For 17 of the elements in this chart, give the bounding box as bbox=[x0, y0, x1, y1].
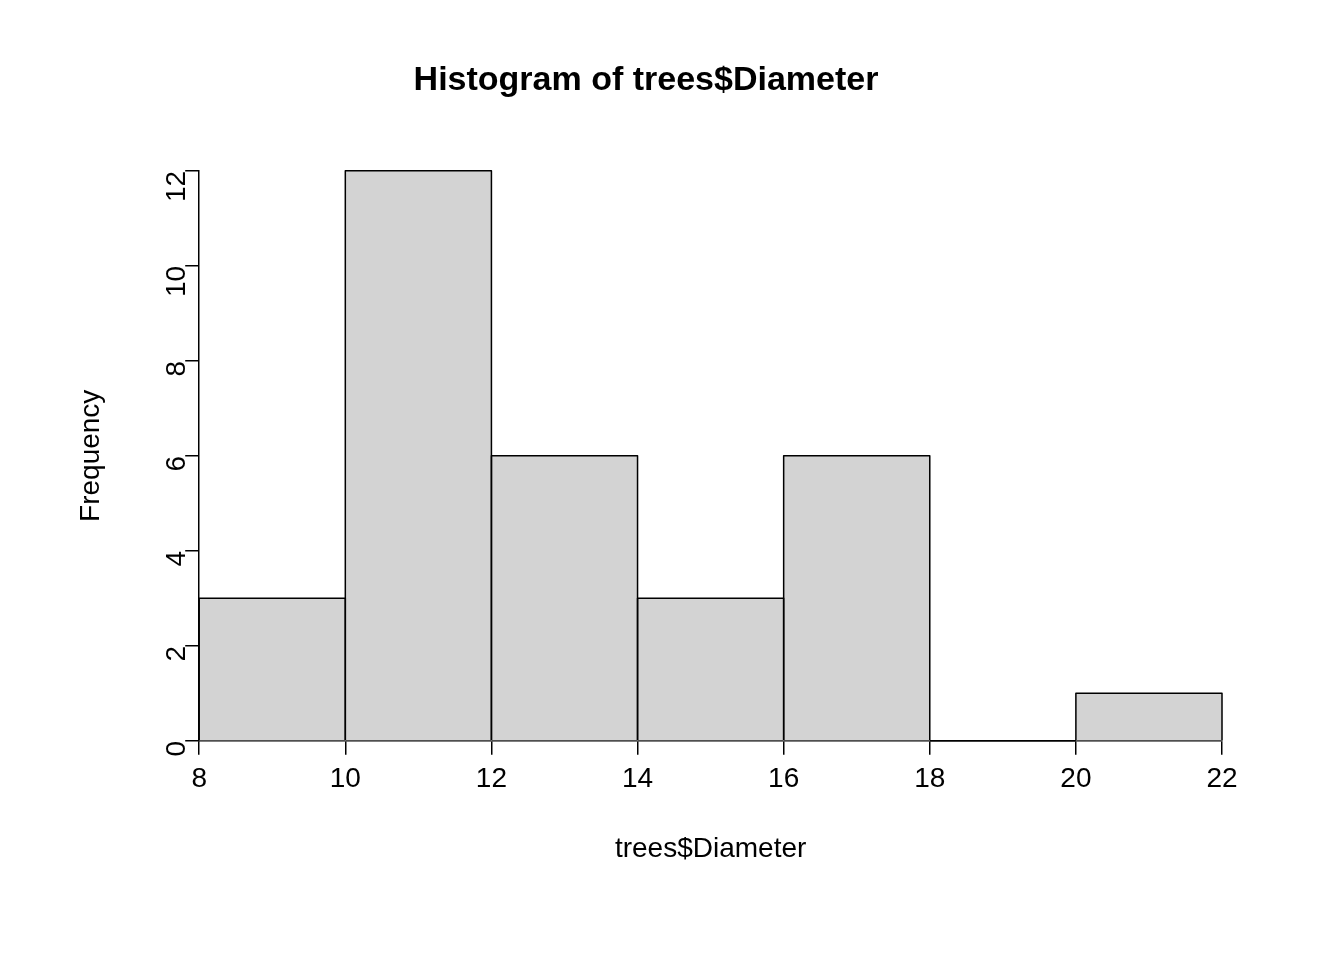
x-axis-title: trees$Diameter bbox=[614, 831, 807, 863]
y-tick-label: 12 bbox=[159, 170, 191, 202]
x-tick-label: 12 bbox=[475, 762, 508, 794]
x-tick-label: 10 bbox=[329, 762, 361, 794]
y-tick-label: 2 bbox=[159, 645, 191, 662]
y-tick-label: 10 bbox=[159, 265, 191, 297]
x-tick-label: 16 bbox=[768, 762, 800, 794]
y-tick-label: 6 bbox=[159, 455, 191, 472]
y-tick-label: 0 bbox=[159, 740, 191, 757]
y-axis-title: Frequency bbox=[73, 389, 105, 522]
y-tick-label: 4 bbox=[159, 550, 191, 567]
x-tick-label: 14 bbox=[621, 762, 654, 794]
x-tick-label: 22 bbox=[1206, 762, 1238, 794]
y-tick-label: 8 bbox=[159, 360, 191, 377]
x-tick-label: 18 bbox=[914, 762, 946, 794]
chart-title: Histogram of trees$Diameter bbox=[413, 58, 879, 97]
x-tick-label: 20 bbox=[1060, 762, 1092, 794]
